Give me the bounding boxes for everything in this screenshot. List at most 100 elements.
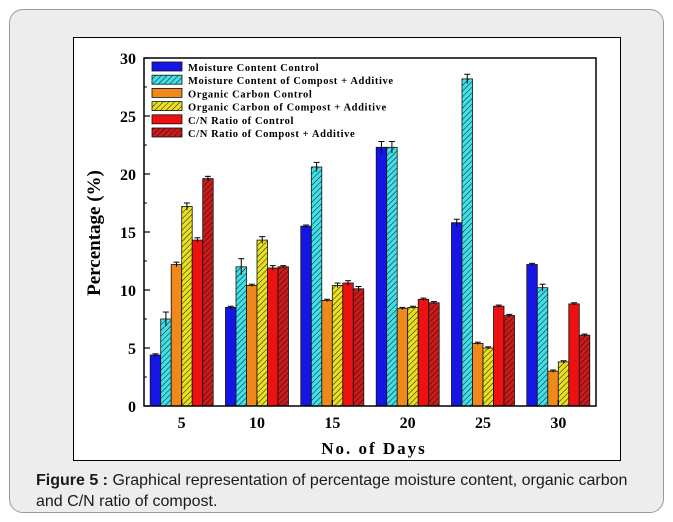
y-tick-label: 20 xyxy=(120,167,136,184)
bar-1-0 xyxy=(160,318,172,407)
error-bar-0-5 xyxy=(529,262,536,266)
legend-item: C/N Ratio of Control xyxy=(151,114,294,127)
bar-0-0 xyxy=(149,354,162,407)
x-tick-label: 5 xyxy=(178,415,186,432)
bar-2-1 xyxy=(246,284,258,407)
bar-3-5 xyxy=(557,361,570,407)
error-bar-2-3 xyxy=(399,306,406,310)
bar-5-1 xyxy=(277,266,289,407)
bar-4-3 xyxy=(417,298,430,407)
legend-item: Moisture Content of Compost + Additive xyxy=(151,74,394,87)
caption-text: Graphical representation of percentage m… xyxy=(36,472,628,510)
error-bar-4-5 xyxy=(571,302,578,306)
error-bar-1-3 xyxy=(388,141,395,154)
x-tick-label: 25 xyxy=(475,415,491,432)
error-bar-0-1 xyxy=(227,305,234,309)
error-bar-4-4 xyxy=(495,304,502,308)
bar-3-3 xyxy=(407,306,419,407)
error-bar-3-5 xyxy=(560,360,567,364)
x-tick-label: 20 xyxy=(400,415,416,432)
error-bar-3-3 xyxy=(409,305,416,309)
legend-item: Organic Carbon of Compost + Additive xyxy=(151,101,387,114)
x-tick-label: 30 xyxy=(550,415,566,432)
error-bar-0-4 xyxy=(453,218,460,227)
legend-label: C/N Ratio of Control xyxy=(188,116,294,127)
error-bar-1-2 xyxy=(313,161,320,172)
bar-5-0 xyxy=(202,178,214,407)
bar-5-3 xyxy=(428,302,440,407)
bar-2-5 xyxy=(547,370,559,407)
error-bar-3-2 xyxy=(334,282,341,288)
legend-swatch xyxy=(151,101,183,111)
y-tick-label: 5 xyxy=(128,341,136,358)
y-tick-label: 25 xyxy=(120,109,136,126)
chart-area: 0 5 10 15 20 25 30 5 10 15 20 25 30 Moisture Content… xyxy=(73,37,621,461)
bar-2-4 xyxy=(472,342,484,407)
error-bar-4-0 xyxy=(194,237,201,243)
caption-label: Figure 5 : xyxy=(36,472,109,489)
bar-3-4 xyxy=(482,347,494,407)
y-tick-label: 15 xyxy=(120,225,136,242)
bar-1-4 xyxy=(461,78,473,407)
error-bar-5-5 xyxy=(581,333,588,337)
y-tick-label: 30 xyxy=(120,51,136,68)
error-bar-3-0 xyxy=(183,202,190,210)
error-bar-1-4 xyxy=(464,73,471,84)
error-bar-3-1 xyxy=(259,236,266,244)
bar-4-2 xyxy=(342,282,354,407)
error-bar-0-0 xyxy=(152,353,159,357)
bar-3-0 xyxy=(181,206,193,407)
bar-3-1 xyxy=(256,239,268,407)
x-axis-label: No. of Days xyxy=(321,439,427,458)
legend-label: Moisture Content Control xyxy=(188,63,319,74)
legend-item: Organic Carbon Control xyxy=(151,88,312,100)
y-tick-label: 0 xyxy=(128,399,136,416)
legend-label: Organic Carbon of Compost + Additive xyxy=(188,103,387,114)
y-axis-label: Percentage (%) xyxy=(84,170,105,296)
error-bar-5-1 xyxy=(280,265,287,268)
error-bar-5-2 xyxy=(355,286,362,292)
legend-swatch xyxy=(151,114,183,125)
x-tick-label: 10 xyxy=(249,415,265,432)
error-bar-2-4 xyxy=(474,341,481,345)
figure-frame: 0 5 10 15 20 25 30 5 10 15 20 25 30 Moisture Content… xyxy=(9,9,664,513)
legend-swatch xyxy=(151,61,183,72)
legend-label: Moisture Content of Compost + Additive xyxy=(188,76,394,87)
error-bar-2-2 xyxy=(324,298,331,302)
bar-5-5 xyxy=(578,334,591,407)
legend-swatch xyxy=(151,88,183,98)
legend-item: C/N Ratio of Compost + Additive xyxy=(151,127,355,140)
error-bar-2-1 xyxy=(248,283,255,287)
bar-0-5 xyxy=(526,264,538,407)
error-bar-5-0 xyxy=(204,175,211,181)
error-bar-5-3 xyxy=(430,301,437,304)
bar-4-1 xyxy=(267,267,279,407)
x-tick-label: 15 xyxy=(324,415,340,432)
error-bar-1-5 xyxy=(539,283,546,292)
error-bar-5-4 xyxy=(506,313,513,317)
bar-chart: 0 5 10 15 20 25 30 5 10 15 20 25 30 Moisture Content… xyxy=(84,51,597,458)
bar-1-1 xyxy=(235,266,247,407)
error-bar-4-1 xyxy=(269,265,276,271)
bar-5-2 xyxy=(352,288,365,407)
error-bar-4-2 xyxy=(345,280,352,286)
error-bar-3-4 xyxy=(485,346,492,350)
error-bar-0-2 xyxy=(303,224,310,228)
legend-swatch xyxy=(151,74,183,85)
bar-1-2 xyxy=(310,166,323,407)
bar-4-0 xyxy=(191,239,204,407)
bar-5-4 xyxy=(503,315,515,407)
bar-1-5 xyxy=(536,287,549,407)
error-bar-2-0 xyxy=(173,261,180,267)
bar-2-0 xyxy=(170,264,183,407)
bar-2-3 xyxy=(396,308,409,407)
error-bar-1-0 xyxy=(162,311,169,326)
bar-0-2 xyxy=(300,225,312,407)
error-bar-1-1 xyxy=(238,258,245,275)
bar-0-4 xyxy=(451,222,463,407)
bar-1-3 xyxy=(386,146,398,407)
figure-caption: Figure 5 : Graphical representation of p… xyxy=(36,470,651,512)
error-bar-2-5 xyxy=(550,369,557,373)
y-tick-label: 10 xyxy=(120,283,136,300)
bar-0-3 xyxy=(375,146,388,407)
